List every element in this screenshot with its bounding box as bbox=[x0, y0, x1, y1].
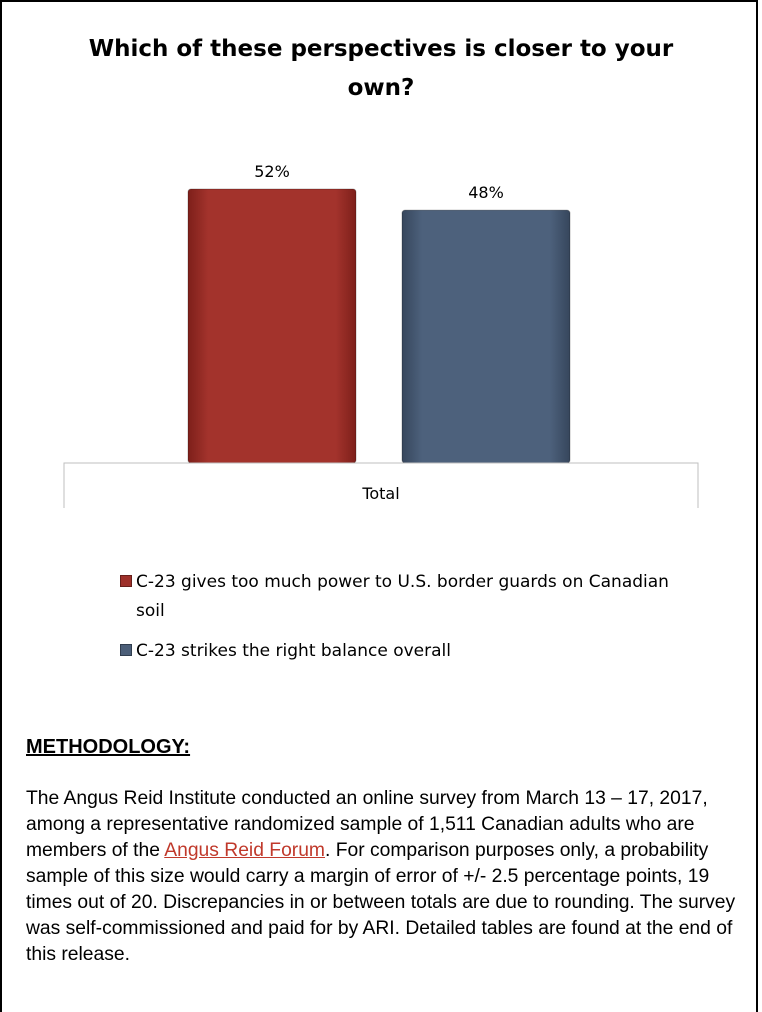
data-label-1: 52% bbox=[254, 162, 290, 181]
methodology-text-1: The Angus Reid Institute conducted an on… bbox=[26, 788, 708, 861]
bar-chart: 52% 48% Total bbox=[63, 162, 699, 508]
legend-swatch-2 bbox=[120, 644, 132, 656]
methodology-heading: METHODOLOGY: bbox=[26, 736, 191, 758]
category-label-1: Total bbox=[361, 484, 399, 503]
category-axis bbox=[63, 462, 699, 508]
chart-legend: C-23 gives too much power to U.S. border… bbox=[120, 568, 680, 677]
methodology-section: METHODOLOGY: The Angus Reid Institute co… bbox=[26, 735, 738, 968]
legend-label-2: C-23 strikes the right balance overall bbox=[136, 641, 451, 661]
methodology-body: The Angus Reid Institute conducted an on… bbox=[26, 786, 738, 968]
data-label-2: 48% bbox=[468, 183, 504, 202]
legend-label-1: C-23 gives too much power to U.S. border… bbox=[136, 572, 669, 621]
bar-1 bbox=[187, 188, 357, 464]
chart-title: Which of these perspectives is closer to… bbox=[88, 36, 674, 101]
angus-reid-forum-link[interactable]: Angus Reid Forum bbox=[164, 840, 325, 861]
legend-item-2: C-23 strikes the right balance overall bbox=[120, 637, 680, 666]
bar-2 bbox=[401, 209, 571, 464]
legend-swatch-1 bbox=[120, 575, 132, 587]
legend-item-1: C-23 gives too much power to U.S. border… bbox=[120, 568, 680, 626]
methodology-text-2: . For comparison purposes only, a probab… bbox=[26, 840, 736, 965]
